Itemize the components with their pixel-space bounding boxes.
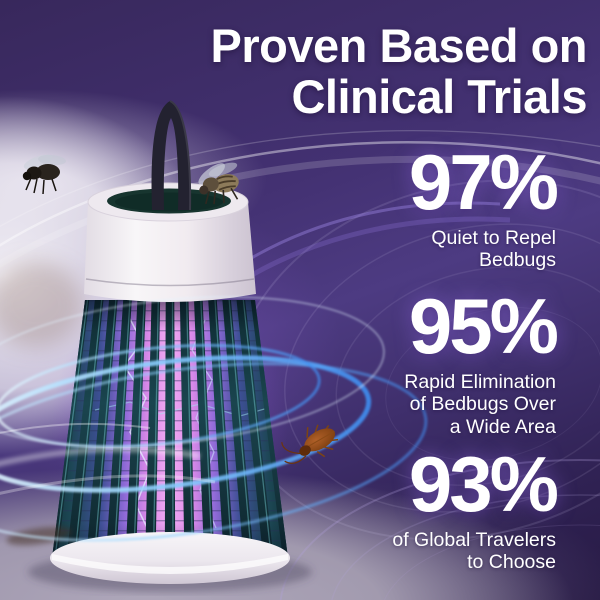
stat-global-travelers: 93% of Global Travelers to Choose xyxy=(392,440,559,574)
lamp-cage xyxy=(52,300,288,558)
stat-value: 95% xyxy=(408,282,559,370)
base-rim-highlight xyxy=(52,554,288,574)
body-seam xyxy=(85,278,255,287)
stat-value: 93% xyxy=(408,440,559,528)
stat-value: 97% xyxy=(408,138,559,226)
stat-label: of Global Travelers to Choose xyxy=(392,528,556,574)
lamp-top-inset-inner xyxy=(115,192,223,212)
headline-line-1: Proven Based on xyxy=(210,19,588,72)
lamp-body xyxy=(84,202,256,302)
stat-label: Rapid Elimination of Bedbugs Over a Wide… xyxy=(404,370,556,439)
stat-quiet-repel: 97% Quiet to Repel Bedbugs xyxy=(408,138,559,272)
lamp-strap xyxy=(151,101,191,210)
lamp-base xyxy=(50,532,290,584)
fly-icon xyxy=(22,154,66,195)
fly-icon xyxy=(198,162,239,205)
strap-highlight xyxy=(169,100,192,211)
stat-rapid-elimination: 95% Rapid Elimination of Bedbugs Over a … xyxy=(404,282,559,439)
stat-label: Quiet to Repel Bedbugs xyxy=(431,226,556,272)
cockroach-icon xyxy=(281,424,339,464)
